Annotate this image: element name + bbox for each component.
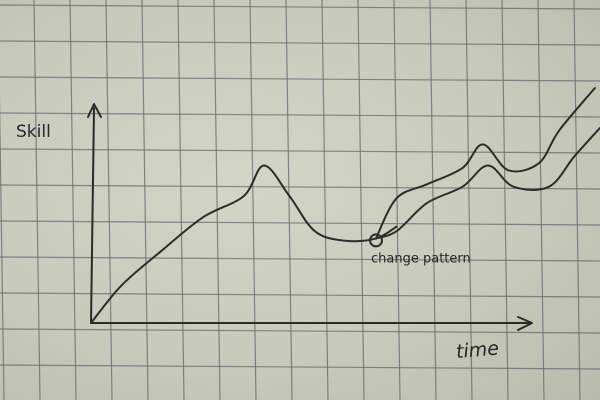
grid-line-horizontal: [0, 220, 600, 226]
axes: [87, 103, 533, 331]
grid-line-vertical: [69, 0, 77, 400]
grid-line-vertical: [465, 0, 473, 400]
grid-line-vertical: [141, 0, 149, 400]
grid-line-vertical: [0, 93, 5, 400]
grid-line-vertical: [33, 0, 41, 400]
skill-line-upper-branch: [375, 87, 596, 240]
grid-line-horizontal: [0, 184, 600, 190]
series-layer: [90, 87, 600, 324]
grid-line-vertical: [177, 0, 185, 400]
grid-line-horizontal: [0, 40, 600, 46]
grid-line-horizontal: [0, 364, 600, 370]
y-axis-label: Skill: [16, 122, 51, 142]
x-axis-arrow-icon: [517, 316, 533, 331]
change-pattern-label: change pattern: [371, 251, 471, 266]
skill-line-lower-branch: [375, 126, 600, 240]
grid-line-vertical: [393, 0, 401, 400]
y-axis-arrow-icon: [87, 103, 102, 118]
grid-line-horizontal: [0, 328, 600, 334]
grid-line-horizontal: [0, 148, 600, 154]
x-axis-label: time: [455, 337, 500, 363]
grid-line-vertical: [573, 0, 581, 400]
grid-line-vertical: [501, 0, 509, 400]
grid-line-horizontal: [0, 256, 600, 262]
grid-line-horizontal: [0, 292, 600, 298]
grid-line-vertical: [537, 0, 545, 400]
grid-line-vertical: [285, 0, 293, 400]
grid-line-vertical: [321, 0, 329, 400]
skill-line-before-change: [90, 164, 398, 324]
change-point-marker: [369, 233, 383, 248]
grid-line-vertical: [249, 0, 257, 400]
grid-line-vertical: [357, 0, 365, 400]
grid-line-horizontal: [0, 4, 600, 10]
grid-line-horizontal: [0, 76, 600, 82]
grid-line-vertical: [105, 0, 113, 400]
grid-line-vertical: [213, 0, 221, 400]
y-axis: [90, 107, 95, 324]
